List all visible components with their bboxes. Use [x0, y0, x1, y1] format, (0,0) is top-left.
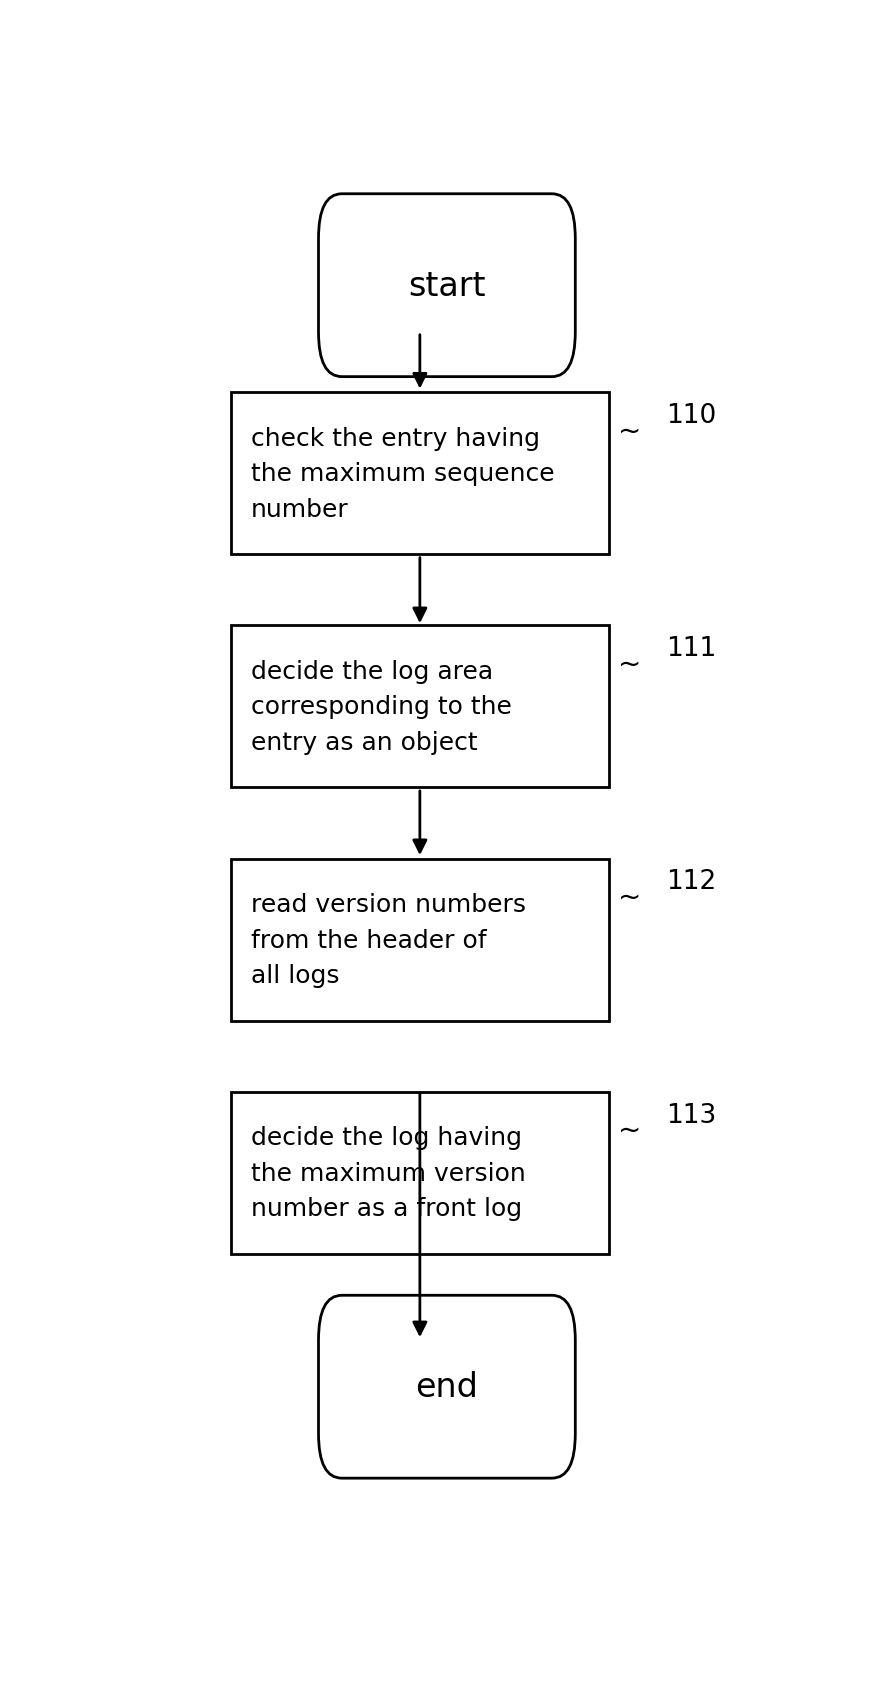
Text: decide the log area
corresponding to the
entry as an object: decide the log area corresponding to the… — [251, 659, 512, 754]
Text: ~: ~ — [617, 651, 641, 678]
Bar — [230, 394, 609, 555]
Bar — [230, 626, 609, 787]
Text: ~: ~ — [617, 1117, 641, 1144]
FancyBboxPatch shape — [318, 195, 576, 377]
Text: end: end — [415, 1371, 479, 1403]
Bar — [230, 860, 609, 1021]
Text: ~: ~ — [617, 417, 641, 446]
Text: read version numbers
from the header of
all logs: read version numbers from the header of … — [251, 893, 526, 987]
Text: 110: 110 — [666, 402, 717, 429]
Text: 111: 111 — [666, 636, 717, 661]
Text: 113: 113 — [666, 1102, 717, 1129]
Text: decide the log having
the maximum version
number as a front log: decide the log having the maximum versio… — [251, 1125, 526, 1221]
Text: 112: 112 — [666, 870, 717, 895]
Text: ~: ~ — [617, 883, 641, 912]
Bar — [230, 1092, 609, 1255]
FancyBboxPatch shape — [318, 1295, 576, 1478]
Text: start: start — [408, 269, 486, 303]
Text: check the entry having
the maximum sequence
number: check the entry having the maximum seque… — [251, 427, 555, 521]
